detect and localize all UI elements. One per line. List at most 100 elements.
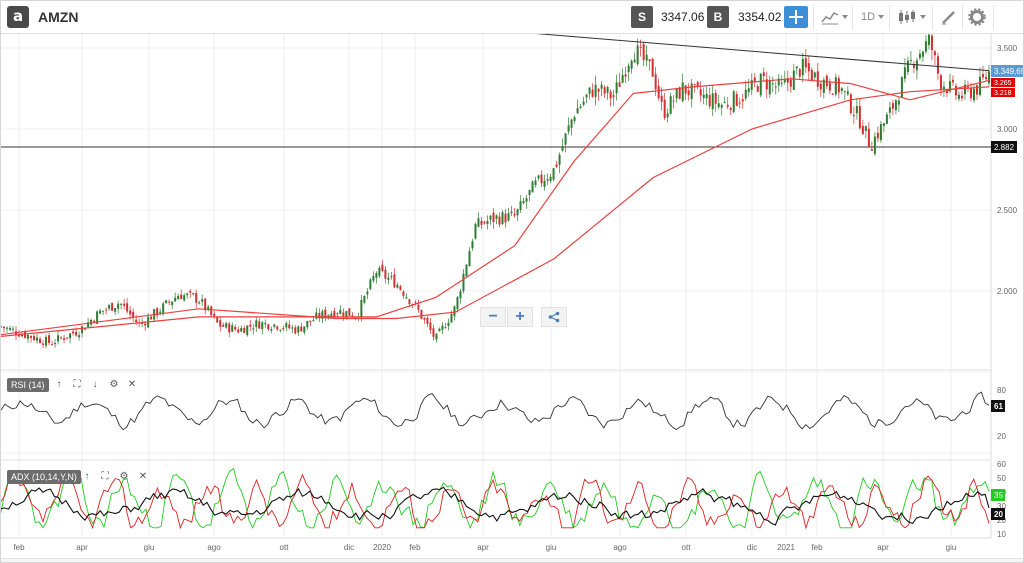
ma-tag-1: 3.265 [994, 80, 1012, 87]
candle-body [855, 106, 858, 114]
zoom-in-button[interactable]: + [507, 307, 533, 327]
gear-icon[interactable]: ⚙ [109, 379, 119, 390]
last-price-tag-bg [991, 65, 1023, 77]
candle-body [189, 291, 192, 293]
pencil-icon [942, 11, 955, 25]
candle-body [504, 213, 507, 223]
footer-text: …………………………………………………………………………………………………………… [3, 559, 411, 563]
buy-button[interactable]: B [707, 6, 729, 28]
candle-body [906, 60, 909, 73]
x-tick-label: ott [682, 543, 692, 552]
x-tick-label: apr [76, 543, 88, 552]
candle-body [423, 318, 426, 320]
rsi-tick: 80 [997, 386, 1006, 395]
candle-body [756, 86, 759, 92]
candle-body [708, 95, 711, 107]
candle-body [954, 85, 957, 96]
candle-body [822, 79, 825, 93]
candle-body [846, 91, 849, 95]
candle-body [312, 320, 315, 322]
maximize-icon[interactable]: ⛶ [101, 471, 109, 482]
candle-body [303, 326, 306, 333]
candle-body [948, 81, 951, 92]
candle-body [174, 297, 177, 302]
candle-body [270, 329, 273, 331]
adx-indicator-label[interactable]: ADX (10,14,Y,N) [7, 470, 81, 484]
candle-body [420, 309, 423, 319]
ma-tag-2: 3.218 [994, 90, 1012, 97]
candle-body [471, 241, 474, 249]
chart-type-button[interactable] [821, 8, 848, 26]
candle-body [561, 146, 564, 151]
candle-body [474, 223, 477, 239]
candle-body [381, 264, 384, 271]
candle-body [444, 327, 447, 329]
candle-body [105, 309, 108, 311]
candle-body [291, 327, 294, 329]
candle-body [378, 267, 381, 277]
candle-body [462, 273, 465, 292]
interval-selector[interactable]: 1D [861, 8, 885, 26]
candle-body [213, 313, 216, 317]
rsi-indicator-label[interactable]: RSI (14) [7, 378, 49, 392]
candle-body [717, 103, 720, 108]
candle-body [882, 123, 885, 126]
rsi-panel[interactable]: 80 20 61 [1, 369, 1006, 441]
close-icon[interactable]: ✕ [127, 379, 137, 390]
crosshair-tool-button[interactable] [784, 6, 808, 28]
candle-body [837, 78, 840, 93]
candle-body [204, 298, 207, 311]
ma-tag-bg [991, 88, 1015, 97]
candle-body [909, 59, 912, 61]
settings-button[interactable] [968, 8, 986, 26]
price-panel[interactable] [1, 34, 991, 349]
chart-area[interactable]: 3.500 3.000 2.500 2.000 3.349,65 3.265 3… [1, 34, 1024, 558]
candle-body [876, 132, 879, 139]
maximize-icon[interactable]: ⛶ [73, 379, 81, 390]
move-down-icon[interactable]: ↓ [92, 379, 98, 390]
adx-line [1, 486, 990, 526]
candle-style-button[interactable] [897, 8, 926, 26]
sell-button[interactable]: S [631, 6, 653, 28]
candle-body [549, 176, 552, 182]
close-icon[interactable]: ✕ [138, 471, 148, 482]
candle-body [984, 77, 987, 80]
candle-body [510, 211, 513, 214]
candlestick-series [1, 34, 990, 349]
candle-body [51, 344, 54, 346]
candle-body [81, 326, 84, 334]
adx-tag: 20 [994, 510, 1003, 519]
candle-body [441, 325, 444, 330]
candle-body [273, 324, 276, 327]
candle-body [69, 333, 72, 339]
rsi-tick: 20 [997, 432, 1006, 441]
adx-panel[interactable]: 60 50 40 30 20 10 35 20 [1, 459, 1006, 539]
candle-body [798, 69, 801, 77]
share-button[interactable] [541, 307, 567, 327]
candle-body [96, 311, 99, 324]
candle-body [156, 308, 159, 316]
move-up-icon[interactable]: ↑ [56, 379, 62, 390]
candle-body [402, 291, 405, 296]
candle-body [747, 88, 750, 93]
candle-body [414, 302, 417, 304]
x-tick-label: 2021 [777, 543, 795, 552]
candle-body [975, 85, 978, 95]
candle-body [297, 326, 300, 333]
candle-body [684, 85, 687, 94]
x-tick-label: dic [747, 543, 757, 552]
zoom-out-button[interactable]: − [480, 307, 506, 327]
candle-body [696, 82, 699, 87]
candlestick-icon [899, 10, 915, 25]
candle-body [813, 72, 816, 78]
move-up-icon[interactable]: ↑ [84, 471, 90, 482]
gear-icon[interactable]: ⚙ [119, 471, 129, 482]
candle-body [87, 322, 90, 328]
symbol-label[interactable]: AMZN [38, 9, 79, 25]
line-chart-icon [821, 12, 839, 25]
candle-body [219, 320, 222, 327]
candle-body [873, 136, 876, 154]
drawing-tools-button[interactable] [940, 8, 958, 26]
trend-line[interactable] [475, 34, 990, 72]
candle-body [669, 96, 672, 114]
